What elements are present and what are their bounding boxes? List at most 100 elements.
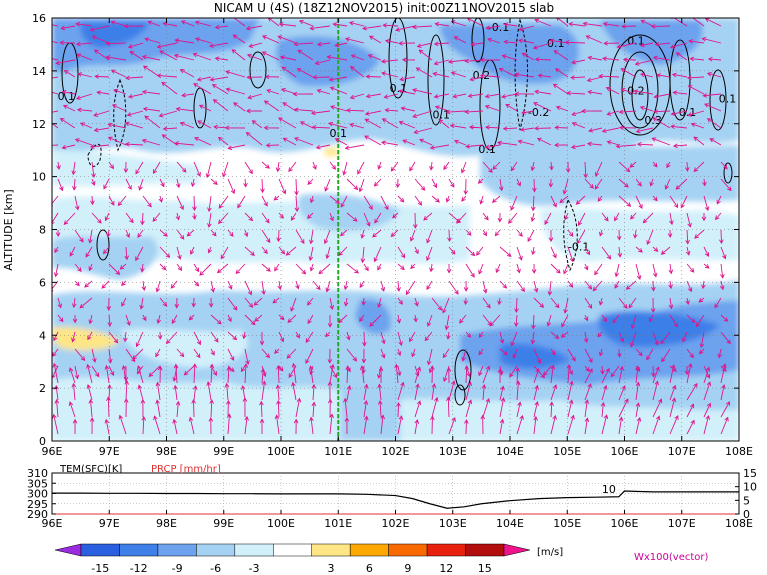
colorbar-label: 12 xyxy=(439,562,453,575)
wind-vector xyxy=(533,384,539,401)
wind-vector xyxy=(482,297,491,309)
wind-vector xyxy=(426,280,433,291)
wind-vector xyxy=(282,102,297,112)
wind-vector xyxy=(484,93,501,99)
wind-vector xyxy=(141,138,161,146)
wind-vector xyxy=(309,365,314,375)
wind-vector xyxy=(411,348,416,358)
wind-vector xyxy=(412,88,433,95)
wind-vector xyxy=(510,195,518,211)
wind-vector xyxy=(172,418,178,435)
wind-vector xyxy=(397,246,406,259)
y-tick-label: 10 xyxy=(32,171,46,184)
wind-vector xyxy=(533,415,538,435)
wind-vector xyxy=(345,365,350,384)
wind-vector xyxy=(720,314,729,322)
wind-vector xyxy=(597,331,603,338)
colorbar-label: -3 xyxy=(249,562,260,575)
wind-vector xyxy=(261,195,268,207)
wind-vector xyxy=(685,229,690,245)
surface-annotation: 10 xyxy=(602,483,616,496)
wind-vector xyxy=(276,364,281,384)
wind-vector xyxy=(210,280,216,293)
wind-vector xyxy=(616,229,622,241)
wind-vector xyxy=(311,125,331,130)
wind-vector xyxy=(233,102,246,112)
wind-vector xyxy=(586,141,603,147)
wind-vector xyxy=(446,263,452,274)
wind-vector xyxy=(413,212,418,229)
colorbar-triangle-right xyxy=(503,543,531,557)
wind-vector xyxy=(91,178,96,186)
wind-vector xyxy=(196,76,212,82)
wind-vector xyxy=(138,178,144,191)
wind-vector xyxy=(377,297,382,309)
surface-x-tick-label: 107E xyxy=(668,517,696,530)
wind-vector xyxy=(106,297,112,311)
wind-vector xyxy=(571,122,586,129)
wind-vector xyxy=(281,66,297,78)
wind-vector xyxy=(93,110,110,117)
wind-vector xyxy=(247,93,263,100)
wind-vector xyxy=(601,212,609,222)
wind-vector xyxy=(670,124,688,129)
wind-vector xyxy=(618,416,624,435)
contour-label: 0.1 xyxy=(478,143,496,156)
wind-vector xyxy=(180,20,195,27)
wind-vector xyxy=(165,331,178,345)
wind-vector xyxy=(279,55,297,61)
wind-vector xyxy=(277,280,283,291)
contour-11 xyxy=(709,69,727,131)
wind-vector xyxy=(74,263,82,272)
wind-vector xyxy=(141,54,161,61)
wind-vector xyxy=(324,178,331,192)
wind-vector xyxy=(210,314,222,325)
wind-vector xyxy=(224,382,230,401)
wind-vector xyxy=(60,25,76,31)
wind-vector xyxy=(635,263,642,280)
wind-vector xyxy=(402,139,416,146)
wind-vector xyxy=(482,212,489,221)
wind-vector xyxy=(311,383,317,401)
wind-vector xyxy=(94,74,110,79)
wind-vector xyxy=(652,263,658,278)
wind-vector xyxy=(93,49,110,61)
wind-vector xyxy=(173,53,195,61)
wind-vector xyxy=(702,93,722,98)
wind-vector xyxy=(119,263,127,270)
wind-vector xyxy=(530,331,536,345)
wind-vector xyxy=(464,109,484,115)
x-tick-label: 97E xyxy=(99,445,120,458)
wind-vector xyxy=(561,314,569,328)
wind-vector xyxy=(105,55,127,61)
wind-vector xyxy=(414,383,420,401)
wind-vector xyxy=(278,331,285,343)
wind-vector xyxy=(193,83,212,95)
wind-vector xyxy=(550,384,558,401)
surface-right-tick-label: 5 xyxy=(743,494,750,507)
wind-vector xyxy=(625,280,637,290)
wind-vector xyxy=(227,144,246,151)
wind-vector xyxy=(675,178,688,190)
wind-vector xyxy=(669,397,677,418)
wind-vector xyxy=(544,212,552,225)
wind-vector xyxy=(651,365,656,378)
wind-vector xyxy=(576,229,586,245)
wind-vector xyxy=(63,70,76,78)
wind-vector xyxy=(463,178,469,195)
surface-x-tick-label: 103E xyxy=(439,517,467,530)
wind-vector xyxy=(175,400,181,418)
wind-vector xyxy=(410,263,416,270)
surface-x-tick-label: 105E xyxy=(553,517,581,530)
colorbar-box xyxy=(465,543,505,557)
wind-vector xyxy=(512,348,518,359)
wind-vector xyxy=(550,364,556,384)
wind-vector xyxy=(278,117,297,129)
wind-vector xyxy=(245,25,263,31)
y-axis-label: ALTITUDE [km] xyxy=(2,189,15,270)
wind-vector xyxy=(499,418,505,435)
colorbar-label: 15 xyxy=(478,562,492,575)
wind-vector xyxy=(552,83,569,95)
colorbar-unit: [m/s] xyxy=(537,547,563,558)
wind-vector xyxy=(584,246,591,256)
